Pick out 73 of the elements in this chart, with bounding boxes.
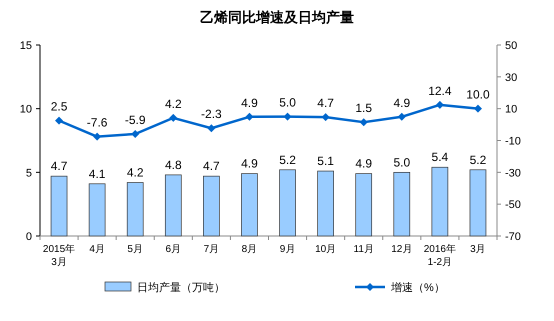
point: [245, 112, 254, 121]
point: [207, 124, 216, 132]
data-label: 4.7: [50, 159, 68, 174]
data-label: -5.9: [124, 112, 146, 127]
data-label: 4.9: [241, 156, 258, 171]
point: [322, 113, 330, 122]
bar: [432, 166, 448, 236]
point: [398, 112, 406, 121]
data-label: 5.2: [470, 152, 487, 167]
chart-title: 乙烯同比增速及日均产量: [200, 9, 354, 25]
bar: [50, 176, 68, 236]
x-tick-label: 5月: [127, 244, 143, 255]
data-label: 4.9: [241, 96, 258, 110]
y-tick-label: 15: [20, 40, 32, 52]
y2-tick-label: 50: [505, 40, 518, 52]
x-tick-label: 7月: [204, 244, 220, 255]
y2-tick-label: -10: [505, 136, 521, 148]
y-tick-label: 10: [20, 104, 32, 116]
data-label: 4.2: [126, 166, 144, 180]
point: [436, 100, 444, 109]
bar: [203, 176, 220, 236]
bar: [88, 183, 106, 236]
x-tick-label: 12月: [391, 244, 412, 255]
data-label: 4.9: [393, 96, 410, 110]
point: [55, 116, 64, 125]
x-tick-label: 2015年 3月: [42, 243, 76, 268]
bar: [393, 172, 410, 236]
y-tick-label: 0: [26, 231, 32, 243]
data-label: 12.4: [428, 84, 452, 98]
data-label: 4.2: [164, 96, 182, 111]
y2-tick-label: 10: [505, 104, 518, 116]
data-label: 4.9: [355, 156, 372, 171]
data-label: 4.7: [317, 96, 334, 110]
legend-label: 日均产量（万吨）: [137, 281, 225, 294]
data-label: 5.2: [279, 152, 296, 167]
bar: [355, 173, 372, 236]
data-label: -2.3: [201, 107, 222, 122]
data-label: 2.5: [50, 100, 68, 114]
y2-tick-label: 30: [505, 72, 518, 84]
x-tick-label: 11月: [354, 244, 374, 255]
x-tick-label: 6月: [166, 244, 182, 255]
bar: [164, 174, 182, 236]
point: [131, 130, 140, 138]
x-tick-label: 4月: [89, 244, 105, 255]
x-tick-label: 8月: [242, 244, 258, 255]
x-tick-label: 3月: [470, 244, 486, 255]
data-label: 1.5: [355, 101, 372, 116]
x-tick-label: 2016年 1-2月: [424, 243, 456, 268]
data-label: 4.8: [164, 158, 182, 172]
bar: [317, 170, 334, 236]
x-tick-label: 10月: [315, 244, 336, 255]
bar: [241, 173, 258, 236]
y2-tick-label: -50: [505, 199, 521, 212]
data-label: 5.1: [317, 154, 334, 168]
bar: [126, 182, 144, 236]
data-label: 10.0: [466, 88, 490, 102]
y2-tick-label: -70: [505, 231, 521, 243]
data-label: -7.6: [86, 116, 108, 130]
y2-tick-label: -30: [505, 167, 521, 180]
point: [474, 104, 482, 113]
data-label: 4.7: [203, 159, 220, 174]
x-tick-label: 9月: [280, 244, 296, 255]
data-label: 5.0: [393, 155, 410, 170]
point: [169, 114, 178, 122]
y-tick-label: 5: [26, 167, 32, 180]
legend-label: 增速（%）: [390, 281, 445, 294]
data-label: 5.0: [279, 96, 296, 110]
data-label: 5.4: [432, 150, 449, 164]
point: [360, 118, 368, 126]
bar: [279, 169, 296, 236]
point: [93, 132, 102, 141]
bar: [470, 169, 486, 236]
data-label: 4.1: [88, 166, 106, 181]
